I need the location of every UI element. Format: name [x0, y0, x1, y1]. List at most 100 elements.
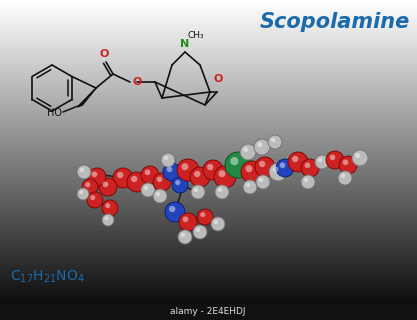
Circle shape — [259, 161, 265, 167]
Circle shape — [230, 157, 239, 165]
Circle shape — [131, 176, 137, 182]
Circle shape — [178, 230, 192, 244]
Circle shape — [153, 189, 167, 203]
Circle shape — [156, 192, 160, 196]
Circle shape — [141, 166, 159, 184]
Circle shape — [245, 165, 252, 172]
Circle shape — [82, 179, 98, 195]
Circle shape — [243, 180, 257, 194]
Circle shape — [164, 156, 168, 160]
Circle shape — [167, 166, 172, 172]
Circle shape — [79, 190, 83, 194]
Circle shape — [181, 233, 185, 237]
Text: O: O — [133, 77, 142, 87]
Circle shape — [179, 213, 197, 231]
Circle shape — [276, 159, 294, 177]
Circle shape — [329, 155, 335, 160]
Circle shape — [157, 176, 162, 182]
Circle shape — [175, 180, 180, 185]
Text: HO: HO — [47, 108, 62, 118]
Circle shape — [338, 171, 352, 185]
Circle shape — [87, 192, 103, 208]
Circle shape — [225, 152, 251, 178]
Circle shape — [203, 160, 223, 180]
Circle shape — [117, 172, 123, 178]
Circle shape — [194, 171, 201, 177]
Text: O: O — [214, 74, 223, 84]
Circle shape — [292, 156, 299, 162]
Circle shape — [102, 214, 114, 226]
Circle shape — [255, 157, 275, 177]
Circle shape — [181, 163, 188, 170]
Circle shape — [105, 203, 111, 208]
Circle shape — [218, 188, 222, 192]
Circle shape — [280, 163, 285, 168]
Circle shape — [268, 135, 282, 149]
Circle shape — [304, 163, 310, 168]
Circle shape — [318, 158, 322, 162]
Bar — [0, 304, 417, 320]
Text: CH₃: CH₃ — [188, 31, 205, 40]
Text: Scopolamine: Scopolamine — [260, 12, 410, 32]
Circle shape — [254, 139, 270, 155]
Circle shape — [104, 216, 108, 220]
Circle shape — [197, 209, 213, 225]
Circle shape — [77, 188, 89, 200]
Circle shape — [256, 175, 270, 189]
Circle shape — [301, 175, 315, 189]
Circle shape — [141, 183, 155, 197]
Circle shape — [80, 168, 84, 172]
Circle shape — [92, 172, 97, 177]
Circle shape — [169, 206, 176, 212]
Text: $\mathsf{C_{17}H_{21}NO_4}$: $\mathsf{C_{17}H_{21}NO_4}$ — [10, 268, 85, 285]
Circle shape — [341, 174, 345, 178]
Circle shape — [153, 173, 171, 191]
Circle shape — [102, 200, 118, 216]
Circle shape — [273, 166, 279, 172]
Circle shape — [161, 153, 175, 167]
Circle shape — [196, 228, 200, 232]
Circle shape — [90, 195, 95, 200]
Circle shape — [85, 182, 90, 187]
Circle shape — [214, 166, 236, 188]
Circle shape — [343, 159, 348, 165]
Circle shape — [183, 216, 188, 222]
Circle shape — [240, 144, 256, 160]
Circle shape — [315, 155, 329, 169]
Circle shape — [177, 159, 199, 181]
Circle shape — [259, 178, 263, 182]
Circle shape — [77, 165, 91, 179]
Circle shape — [246, 183, 250, 187]
Circle shape — [211, 217, 225, 231]
Circle shape — [301, 159, 319, 177]
Circle shape — [352, 150, 368, 166]
Circle shape — [269, 163, 287, 181]
Circle shape — [191, 185, 205, 199]
Circle shape — [145, 169, 151, 175]
Polygon shape — [78, 87, 96, 107]
Text: N: N — [181, 39, 190, 49]
Circle shape — [144, 186, 148, 190]
Text: O: O — [99, 49, 109, 59]
Circle shape — [355, 153, 360, 158]
Circle shape — [165, 202, 185, 222]
Circle shape — [257, 142, 262, 147]
Circle shape — [172, 177, 188, 193]
Circle shape — [88, 168, 106, 186]
Circle shape — [215, 185, 229, 199]
Circle shape — [339, 156, 357, 174]
Circle shape — [200, 212, 205, 217]
Circle shape — [127, 172, 147, 192]
Text: alamy - 2E4EHDJ: alamy - 2E4EHDJ — [170, 308, 246, 316]
Circle shape — [207, 164, 214, 170]
Circle shape — [243, 147, 248, 152]
Circle shape — [271, 138, 275, 142]
Circle shape — [103, 181, 108, 187]
Circle shape — [304, 178, 308, 182]
Circle shape — [326, 151, 344, 169]
Circle shape — [99, 178, 117, 196]
Circle shape — [113, 168, 133, 188]
Circle shape — [193, 225, 207, 239]
Circle shape — [288, 152, 308, 172]
Circle shape — [190, 167, 210, 187]
